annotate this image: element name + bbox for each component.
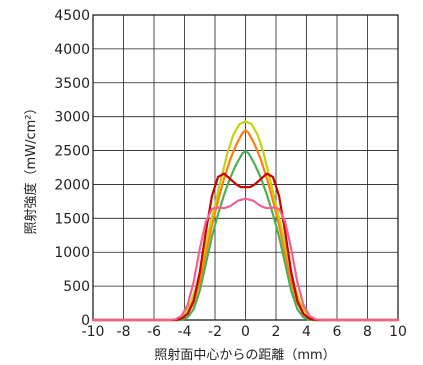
x-tick-label: -10 xyxy=(82,324,105,340)
x-tick-label: -2 xyxy=(208,324,222,340)
x-tick-label: 8 xyxy=(363,324,372,340)
y-tick-label: 0 xyxy=(81,313,90,329)
y-tick-label: 4500 xyxy=(54,8,90,24)
y-tick-label: 4000 xyxy=(54,42,90,58)
series-group xyxy=(91,120,400,322)
series-line-3 xyxy=(91,120,400,322)
y-tick-label: 1500 xyxy=(54,211,90,227)
x-tick-label: 2 xyxy=(272,324,281,340)
y-tick-label: 2500 xyxy=(54,144,90,160)
y-tick-label: 3500 xyxy=(54,76,90,92)
y-tick-labels: 0 500 1000 1500 2000 2500 3000 3500 4000 4500 xyxy=(54,8,90,329)
y-tick-label: 2000 xyxy=(54,177,90,193)
series-line-4 xyxy=(91,172,400,322)
grid-lines xyxy=(92,14,399,321)
x-tick-label: -4 xyxy=(178,324,192,340)
series-line-1 xyxy=(91,150,400,322)
x-tick-label: -8 xyxy=(117,324,131,340)
x-tick-label: 0 xyxy=(241,324,250,340)
x-tick-label: 10 xyxy=(389,324,407,340)
x-tick-label: 6 xyxy=(333,324,342,340)
x-tick-label: -6 xyxy=(147,324,161,340)
y-tick-label: 1000 xyxy=(54,245,90,261)
y-tick-label: 500 xyxy=(63,279,90,295)
y-tick-label: 3000 xyxy=(54,110,90,126)
series-line-5 xyxy=(91,197,400,322)
x-tick-labels: -10 -8 -6 -4 -2 0 2 4 6 8 10 xyxy=(82,324,407,340)
x-tick-label: 4 xyxy=(302,324,311,340)
y-axis-title: 照射強度（mW/cm²） xyxy=(23,102,39,235)
plot-frame xyxy=(92,14,399,321)
x-axis-title: 照射面中心からの距離（mm） xyxy=(154,347,335,363)
